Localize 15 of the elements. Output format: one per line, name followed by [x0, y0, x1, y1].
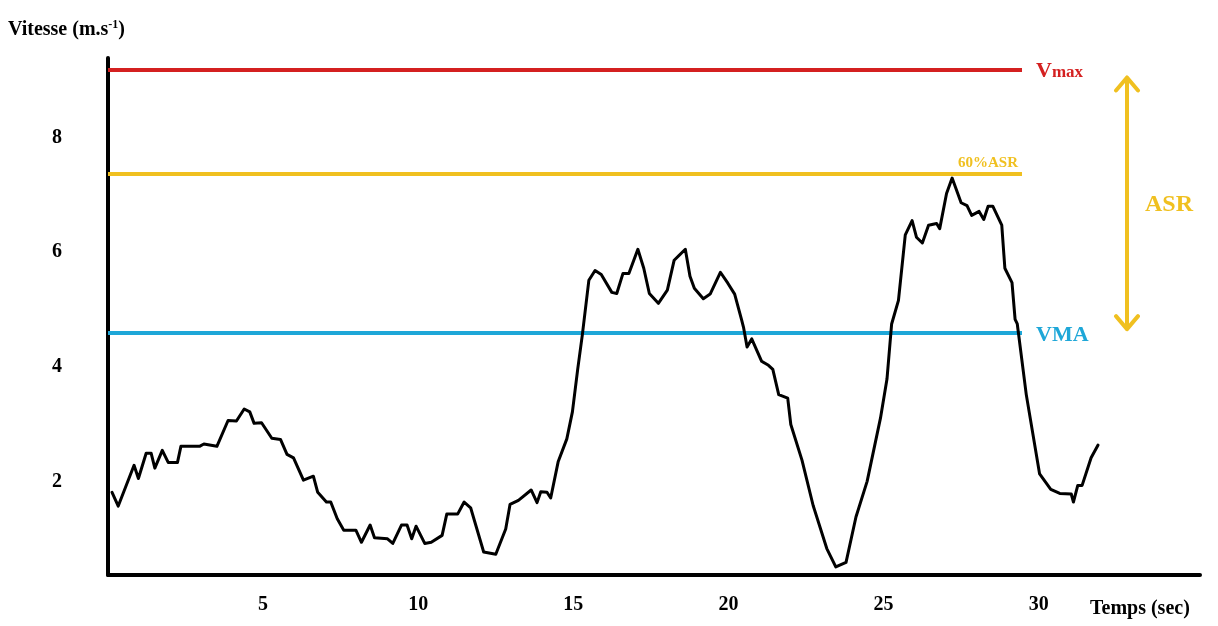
y-tick-label: 2: [52, 469, 62, 492]
x-tick-label: 15: [563, 592, 584, 614]
y-tick-label: 4: [52, 354, 62, 377]
x-tick-label: 30: [1028, 592, 1049, 614]
ref-line-label: VMA: [1036, 320, 1089, 346]
ref-line-label: Vmax: [1036, 56, 1084, 82]
y-tick-label: 8: [52, 124, 62, 147]
x-tick-label: 20: [718, 592, 739, 614]
x-tick-label: 10: [408, 592, 429, 614]
annotation: ASR: [1145, 190, 1194, 217]
x-axis-title: Temps (sec): [1090, 596, 1190, 619]
ref-line-label: 60%ASR: [957, 153, 1019, 170]
x-tick-label: 25: [873, 592, 894, 614]
x-tick-label: 5: [258, 592, 269, 614]
y-tick-label: 6: [52, 239, 62, 262]
